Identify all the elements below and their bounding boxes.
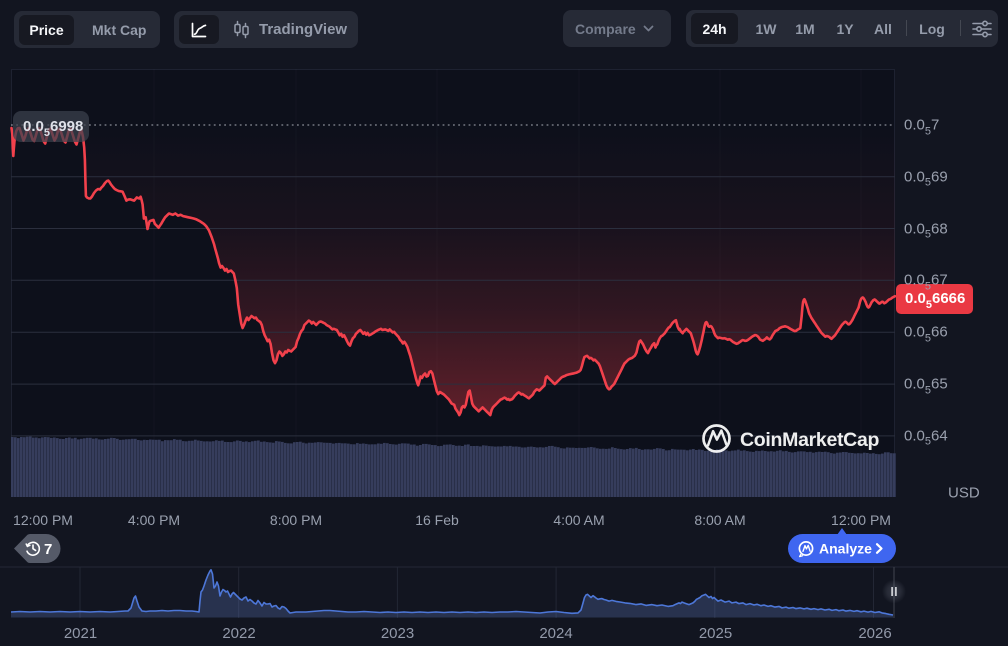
- svg-text:CoinMarketCap: CoinMarketCap: [740, 429, 880, 451]
- svg-text:7: 7: [44, 541, 52, 558]
- svg-text:Analyze: Analyze: [819, 541, 872, 557]
